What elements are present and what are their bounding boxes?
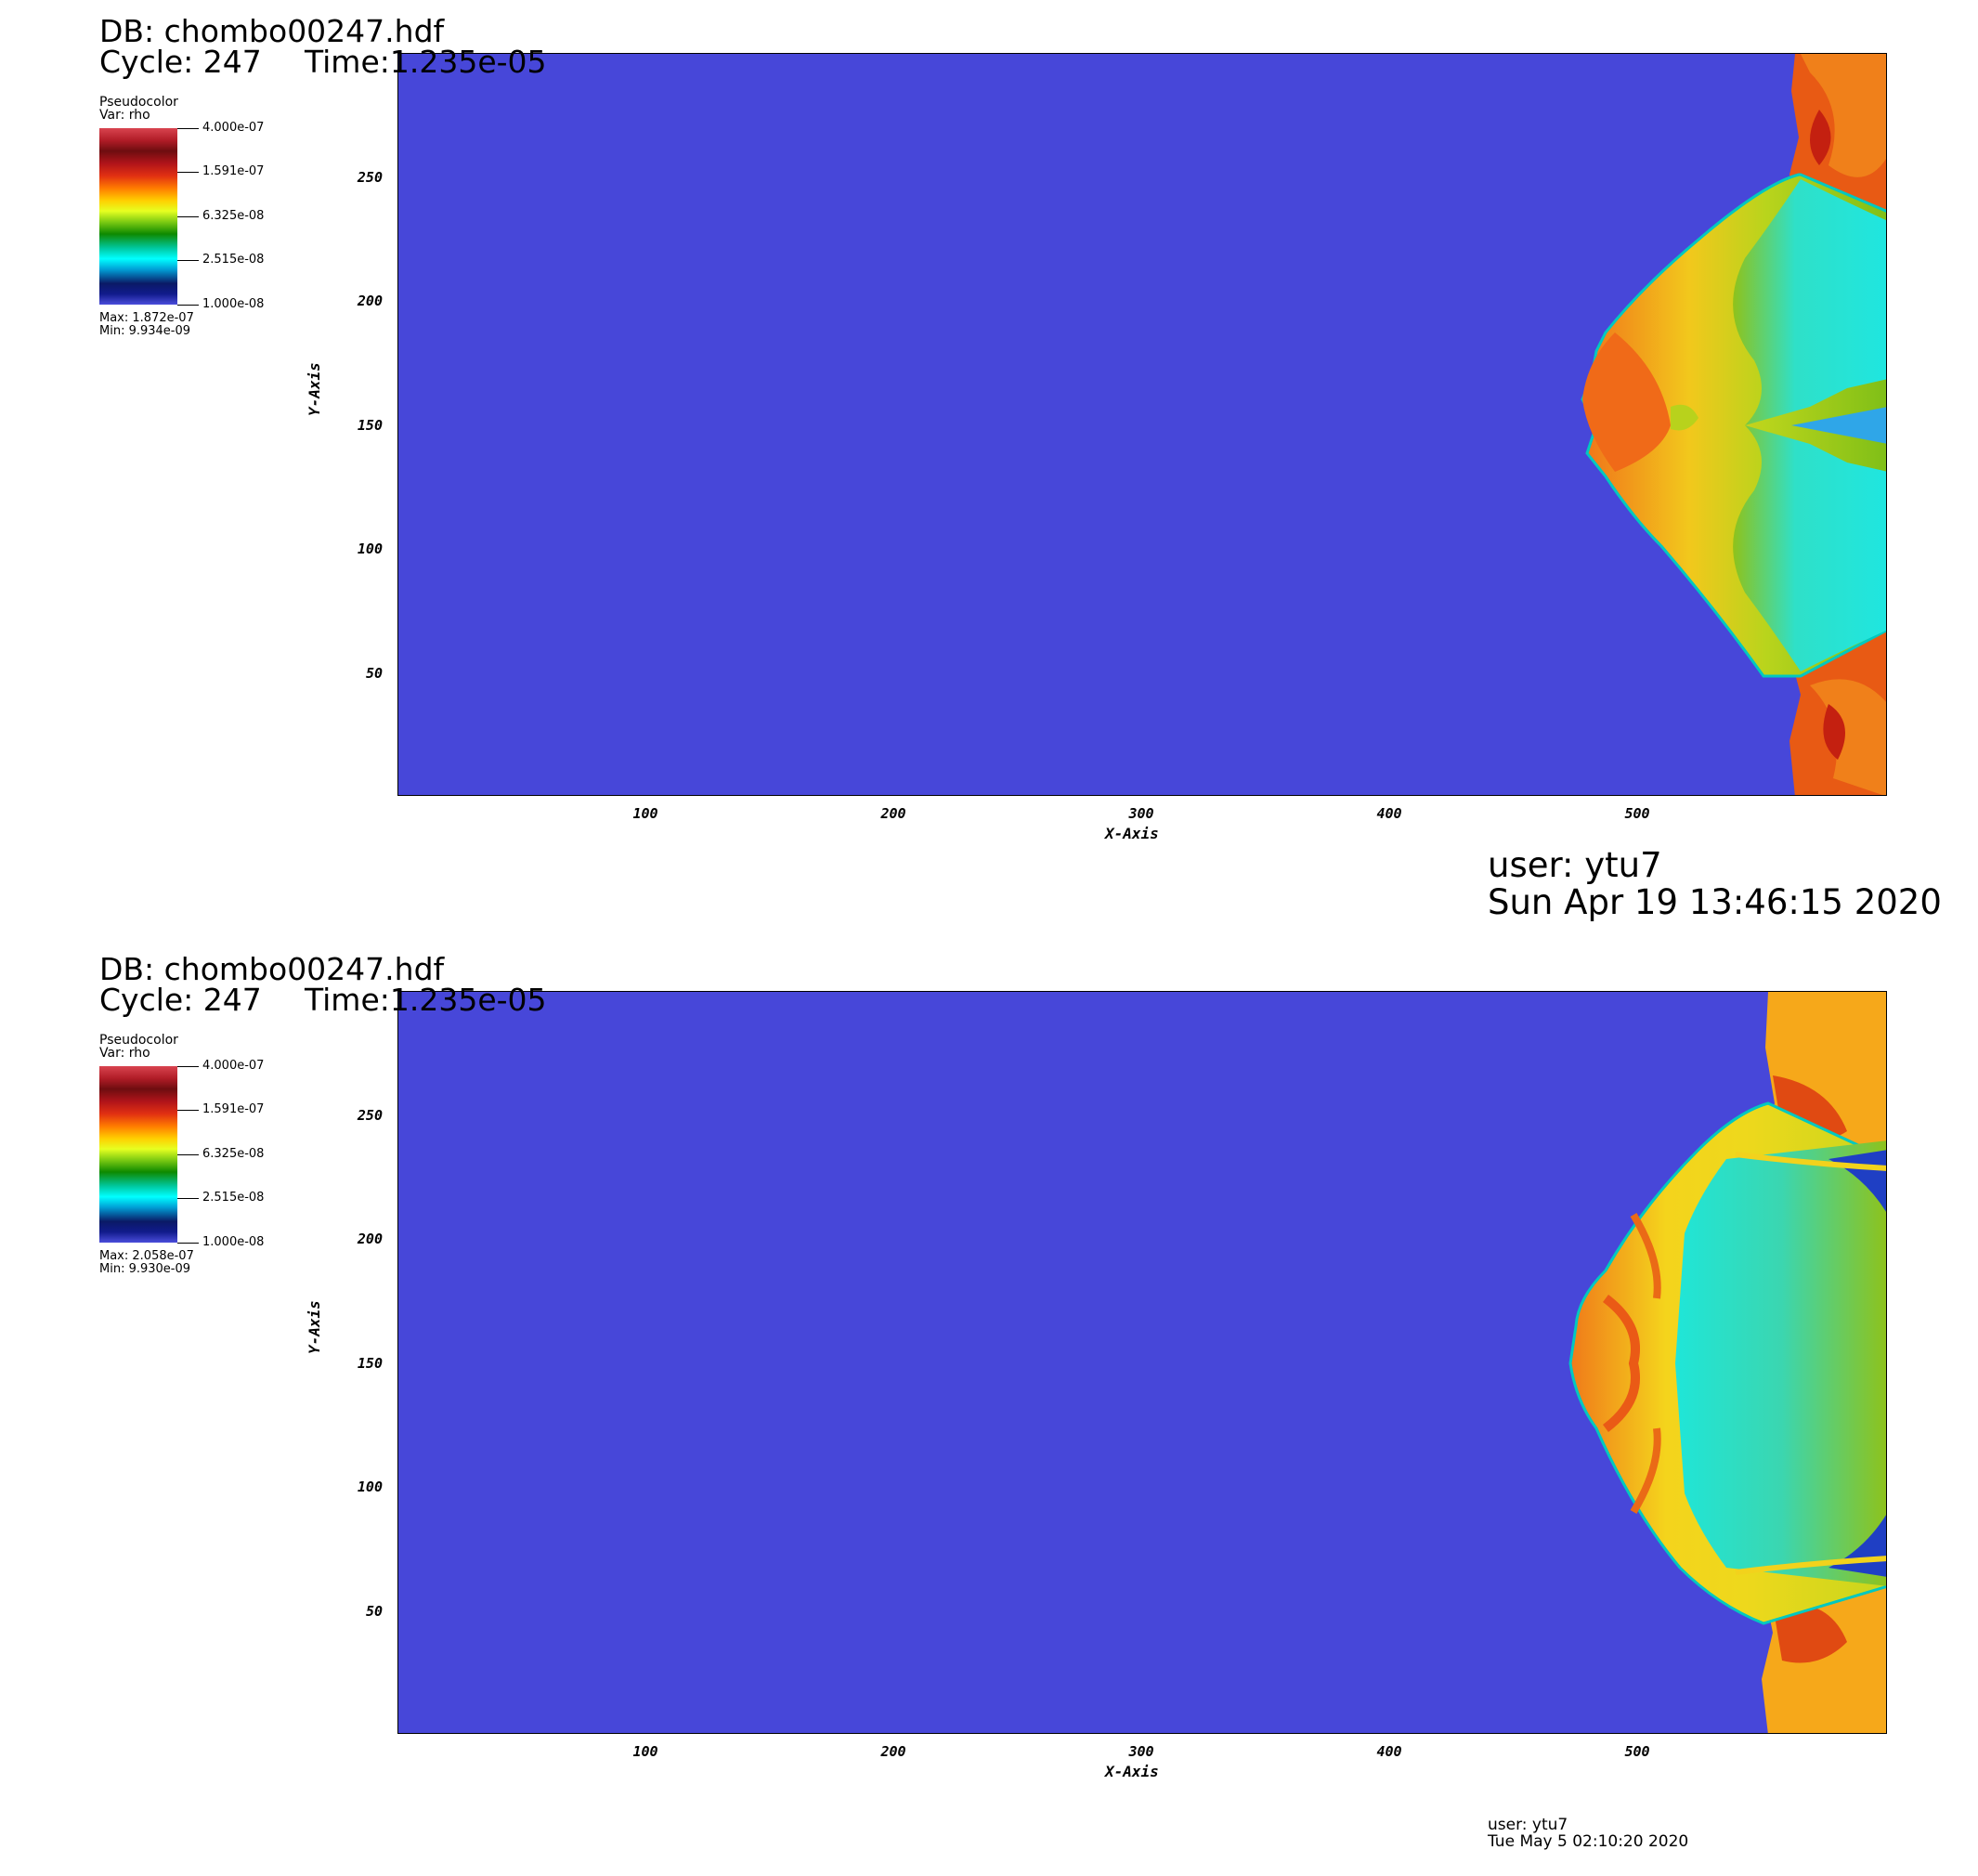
legend-tick-label: 1.000e-08 xyxy=(202,297,265,311)
dense-knot xyxy=(1810,110,1831,165)
dense-streak xyxy=(1630,1212,1661,1299)
y-axis-title: Y-Axis xyxy=(306,362,323,416)
x-tick-label: 100 xyxy=(632,1743,658,1760)
x-tick-label: 400 xyxy=(1376,1743,1402,1760)
legend-colorbar xyxy=(99,1066,177,1243)
legend-tick xyxy=(177,128,199,129)
y-tick-label: 100 xyxy=(357,541,383,557)
density-field xyxy=(1581,54,1886,795)
x-axis-title: X-Axis xyxy=(1105,1763,1159,1780)
legend-plot-type: Pseudocolor xyxy=(99,95,178,110)
legend-plot-type: Pseudocolor xyxy=(99,1033,178,1048)
time-label: Time:1.235e-05 xyxy=(305,44,547,80)
legend-tick xyxy=(177,1243,199,1244)
x-tick-label: 100 xyxy=(632,805,658,822)
shear-layer xyxy=(1735,1152,1886,1171)
pseudocolor-plot[interactable] xyxy=(397,991,1887,1734)
legend-tick-label: 2.515e-08 xyxy=(202,1191,265,1205)
time-label: Time:1.235e-05 xyxy=(305,982,547,1018)
x-tick-label: 200 xyxy=(880,1743,906,1760)
y-axis-title: Y-Axis xyxy=(306,1300,323,1354)
legend-max: Max: 1.872e-07 xyxy=(99,311,194,325)
legend-max: Max: 2.058e-07 xyxy=(99,1249,194,1263)
dense-knot xyxy=(1823,704,1845,760)
legend-tick xyxy=(177,1154,199,1155)
central-jet xyxy=(1791,407,1886,444)
inner-core-lower xyxy=(1733,425,1886,671)
visit-window-bottom: DB: chombo00247.hdf Cycle: 247 Time:1.23… xyxy=(0,938,1978,1876)
legend-tick-label: 4.000e-07 xyxy=(202,121,265,135)
legend-tick xyxy=(177,1066,199,1067)
db-label: DB: chombo00247.hdf xyxy=(99,13,445,49)
legend-min: Min: 9.934e-09 xyxy=(99,324,191,338)
x-tick-label: 300 xyxy=(1128,1743,1154,1760)
legend-var: Var: rho xyxy=(99,1046,150,1061)
legend-tick-label: 4.000e-07 xyxy=(202,1059,265,1073)
y-tick-label: 250 xyxy=(357,1107,383,1124)
visit-window-top: DB: chombo00247.hdf Cycle: 247 Time:1.23… xyxy=(99,13,1942,922)
legend-tick xyxy=(177,305,199,306)
dense-streak xyxy=(1602,1295,1640,1432)
y-tick-label: 100 xyxy=(357,1479,383,1495)
legend-tick xyxy=(177,260,199,261)
x-tick-label: 200 xyxy=(880,805,906,822)
y-tick-label: 200 xyxy=(357,1231,383,1247)
legend-tick-label: 1.591e-07 xyxy=(202,1102,265,1116)
legend-tick xyxy=(177,1198,199,1199)
cycle-label: Cycle: 247 xyxy=(99,44,262,80)
pseudocolor-plot[interactable] xyxy=(397,53,1887,796)
x-tick-label: 400 xyxy=(1376,805,1402,822)
dense-knot xyxy=(1773,1603,1847,1663)
legend-tick-label: 2.515e-08 xyxy=(202,253,265,267)
legend-tick-label: 1.000e-08 xyxy=(202,1235,265,1249)
db-label: DB: chombo00247.hdf xyxy=(99,951,445,987)
legend-tick xyxy=(177,1110,199,1111)
x-tick-label: 300 xyxy=(1128,805,1154,822)
legend-colorbar xyxy=(99,128,177,305)
legend-tick-label: 6.325e-08 xyxy=(202,209,265,223)
y-tick-label: 150 xyxy=(357,417,383,434)
user-label: user: ytu7 xyxy=(1488,1816,1568,1834)
density-field xyxy=(1568,992,1886,1733)
date-label: Sun Apr 19 13:46:15 2020 xyxy=(1488,882,1942,922)
cycle-label: Cycle: 247 xyxy=(99,982,262,1018)
y-tick-label: 150 xyxy=(357,1355,383,1372)
user-label: user: ytu7 xyxy=(1488,845,1662,885)
x-axis-title: X-Axis xyxy=(1105,825,1159,842)
shear-layer xyxy=(1735,1556,1886,1575)
small-vortex xyxy=(1671,404,1698,431)
legend-min: Min: 9.930e-09 xyxy=(99,1262,191,1276)
shock-apex xyxy=(1582,332,1671,472)
legend-tick xyxy=(177,216,199,217)
y-tick-label: 50 xyxy=(365,1603,383,1620)
y-tick-label: 50 xyxy=(365,665,383,682)
legend-var: Var: rho xyxy=(99,108,150,123)
legend-tick-label: 6.325e-08 xyxy=(202,1147,265,1161)
inner-core-upper xyxy=(1733,179,1886,425)
x-tick-label: 500 xyxy=(1624,1743,1650,1760)
inner-core xyxy=(1675,1140,1886,1586)
dense-streak xyxy=(1630,1427,1661,1515)
x-tick-label: 500 xyxy=(1624,805,1650,822)
y-tick-label: 200 xyxy=(357,293,383,309)
y-tick-label: 250 xyxy=(357,169,383,186)
date-label: Tue May 5 02:10:20 2020 xyxy=(1488,1832,1689,1851)
legend-tick-label: 1.591e-07 xyxy=(202,164,265,178)
legend-tick xyxy=(177,172,199,173)
boundary-patch xyxy=(1801,54,1886,177)
